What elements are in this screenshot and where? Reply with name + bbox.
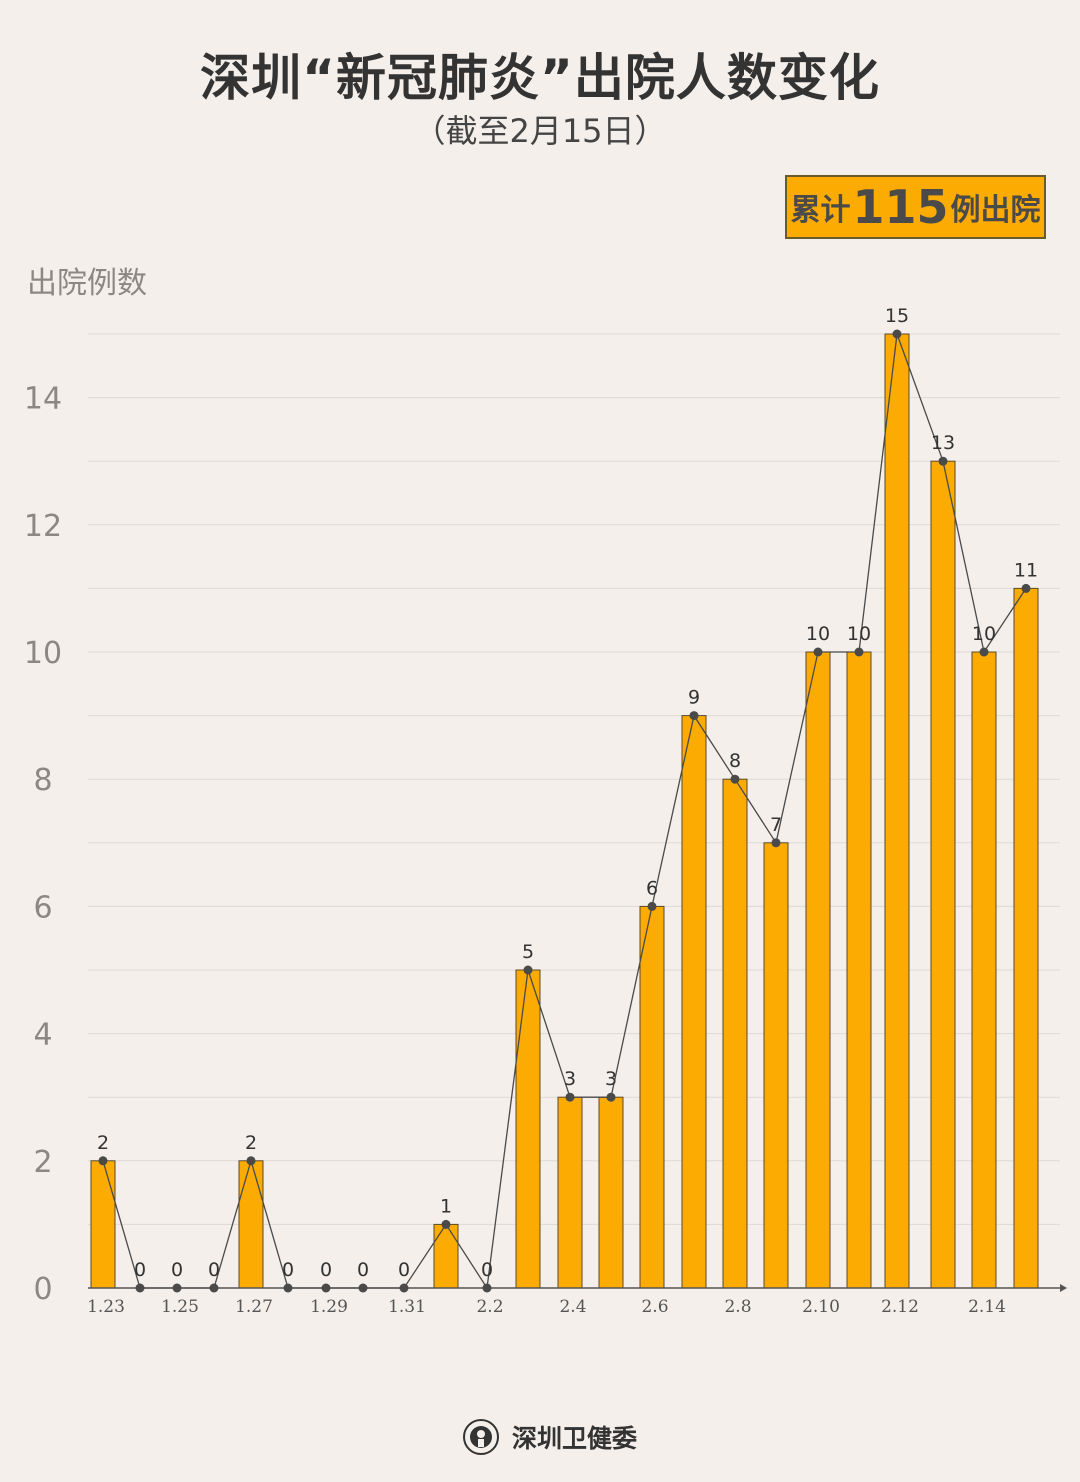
bar [884,333,910,1289]
footer: 深圳卫健委 [462,1418,637,1456]
y-tick-label: 2 [33,1145,52,1180]
data-label: 0 [171,1259,183,1281]
y-tick-label: 14 [24,382,62,417]
x-tick-label: 2.10 [802,1297,840,1317]
badge-prefix: 累计 [790,193,851,228]
x-tick-label: 1.31 [388,1297,426,1317]
x-tick-label: 2.4 [559,1297,586,1317]
data-label: 5 [522,941,534,963]
y-tick-label: 4 [33,1018,52,1053]
bar [930,460,956,1289]
data-label: 13 [931,432,955,454]
x-tick-label: 2.6 [641,1297,668,1317]
data-label: 15 [885,305,909,327]
chart-subtitle: （截至2月15日） [413,112,667,150]
data-point [730,774,740,784]
data-point [209,1283,219,1293]
y-tick-label: 12 [24,509,62,544]
data-point [1021,583,1031,593]
data-label: 3 [605,1068,617,1090]
data-point [689,711,699,721]
data-point [938,456,948,466]
data-point [771,838,781,848]
y-axis-label: 出院例数 [27,266,147,301]
data-point [98,1156,108,1166]
data-label: 7 [770,814,782,836]
chart-title: 深圳“新冠肺炎”出院人数变化 [200,49,880,107]
data-label: 10 [972,623,996,645]
data-point [647,901,657,911]
data-label: 0 [282,1259,294,1281]
health-commission-emblem-icon [463,1419,499,1455]
data-point [135,1283,145,1293]
bar [557,1096,583,1289]
data-label: 0 [134,1259,146,1281]
bar [90,1160,116,1289]
bar [805,651,831,1289]
data-point [172,1283,182,1293]
data-label: 11 [1014,559,1038,581]
data-label: 8 [729,750,741,772]
data-label: 0 [481,1259,493,1281]
data-point [892,329,902,339]
data-point [979,647,989,657]
data-label: 0 [208,1259,220,1281]
data-label: 10 [847,623,871,645]
data-label: 2 [245,1132,257,1154]
y-tick-label: 0 [33,1272,52,1307]
data-point [565,1092,575,1102]
y-tick-label: 10 [24,636,62,671]
data-label: 9 [688,687,700,709]
bar [515,969,541,1289]
data-point [523,965,533,975]
data-label: 1 [440,1195,452,1217]
bar [846,651,872,1289]
data-point [321,1283,331,1293]
data-point [399,1283,409,1293]
x-tick-label: 1.29 [310,1297,348,1317]
data-point [606,1092,616,1102]
bar [598,1096,624,1289]
x-tick-label: 2.12 [881,1297,919,1317]
badge-suffix: 例出院 [950,193,1041,228]
bar [681,715,707,1289]
x-tick-label: 1.25 [161,1297,199,1317]
data-label: 6 [646,877,658,899]
bar [238,1160,264,1289]
data-point [482,1283,492,1293]
bar [722,778,748,1289]
x-tick-label: 2.2 [476,1297,503,1317]
data-point [246,1156,256,1166]
data-point [358,1283,368,1293]
bar [971,651,997,1289]
bar [433,1223,459,1289]
data-point [441,1219,451,1229]
badge-number: 115 [852,180,949,234]
data-point [283,1283,293,1293]
bar [763,842,789,1289]
data-label: 0 [398,1259,410,1281]
bar [639,905,665,1289]
data-label: 3 [564,1068,576,1090]
data-point [854,647,864,657]
data-label: 0 [357,1259,369,1281]
trend-line [102,333,1027,1290]
data-label: 10 [806,623,830,645]
y-tick-label: 8 [33,763,52,798]
total-discharged-badge: 累计 115 例出院 [785,175,1046,239]
footer-org: 深圳卫健委 [512,1424,638,1453]
data-label: 2 [97,1132,109,1154]
data-point [813,647,823,657]
data-label: 0 [320,1259,332,1281]
x-tick-label: 2.14 [968,1297,1006,1317]
x-tick-label: 1.23 [87,1297,125,1317]
x-tick-label: 1.27 [235,1297,273,1317]
x-tick-label: 2.8 [724,1297,751,1317]
bar [1013,587,1039,1289]
y-tick-label: 6 [33,890,52,925]
x-axis-arrow [1060,1284,1067,1292]
